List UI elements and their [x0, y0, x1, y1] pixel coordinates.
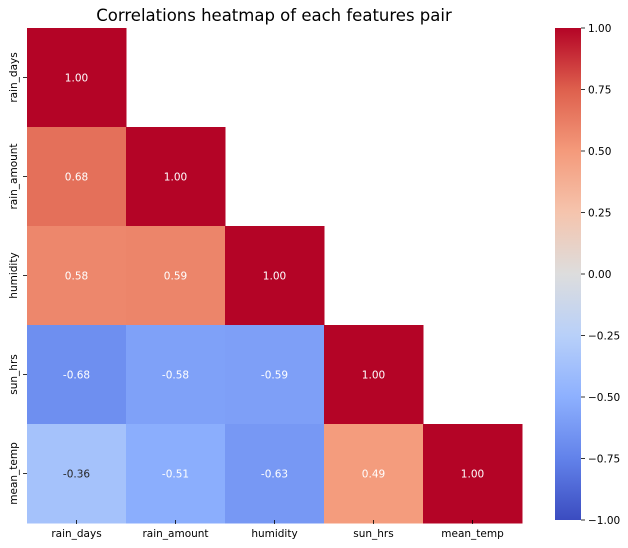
y-axis: rain_days rain_amount humidity sun_hrs mean_…	[8, 52, 27, 505]
y-tick-label: mean_temp	[8, 442, 20, 505]
cell-value-label: -0.58	[162, 370, 189, 382]
heatmap-cell	[324, 325, 424, 425]
colorbar-tick-label: 1.00	[588, 23, 611, 35]
colorbar-tick-label: −1.00	[588, 515, 620, 527]
cell-value-label: 0.59	[164, 271, 187, 283]
y-tick-label: rain_days	[8, 52, 20, 102]
colorbar-tick-label: 0.00	[588, 269, 611, 281]
cell-value-label: 0.58	[65, 271, 88, 283]
x-tick-label: humidity	[251, 528, 297, 540]
cell-value-label: 1.00	[263, 271, 286, 283]
cell-value-label: 1.00	[362, 370, 385, 382]
heatmap-cell	[27, 325, 127, 425]
heatmap-cell	[126, 325, 226, 425]
colorbar-tick-label: 0.75	[588, 85, 611, 97]
heatmap-cells: 1.00 0.68 1.00 0.58 0.59 1.00 -0.68 -0.58 -0.59 1…	[27, 28, 523, 524]
heatmap-cell	[324, 424, 424, 524]
heatmap-cell	[27, 127, 127, 227]
cell-value-label: -0.36	[63, 469, 90, 481]
colorbar-tick-label: 0.50	[588, 146, 611, 158]
cell-value-label: 1.00	[65, 73, 88, 85]
heatmap-cell	[27, 28, 127, 128]
x-tick-label: rain_amount	[142, 528, 208, 540]
heatmap-cell	[126, 424, 226, 524]
heatmap-cell	[126, 127, 226, 227]
heatmap-cell	[27, 226, 127, 326]
cell-value-label: -0.51	[162, 469, 189, 481]
y-tick-label: rain_amount	[8, 143, 20, 209]
heatmap-cell	[225, 325, 325, 425]
cell-value-label: 0.68	[65, 172, 88, 184]
colorbar-tick-label: −0.75	[588, 454, 620, 466]
x-tick-label: rain_days	[51, 528, 101, 540]
cell-value-label: 0.49	[362, 469, 385, 481]
cell-value-label: -0.63	[261, 469, 288, 481]
cell-value-label: -0.68	[63, 370, 90, 382]
colorbar-tick-label: −0.50	[588, 392, 620, 404]
heatmap-cell	[27, 424, 127, 524]
colorbar-tick-label: −0.25	[588, 331, 620, 343]
heatmap-cell	[225, 424, 325, 524]
colorbar-gradient	[555, 28, 581, 520]
colorbar-tick-label: 0.25	[588, 208, 611, 220]
heatmap-cell	[423, 424, 523, 524]
cell-value-label: 1.00	[164, 172, 187, 184]
y-tick-label: humidity	[8, 252, 20, 298]
heatmap-cell	[225, 226, 325, 326]
y-tick-label: sun_hrs	[8, 354, 20, 394]
x-tick-label: mean_temp	[441, 528, 504, 540]
colorbar: 1.00 0.75 0.50 0.25 0.00 −0.25 −0.50 −0.75 −1.00	[555, 23, 620, 527]
cell-value-label: 1.00	[461, 469, 484, 481]
x-tick-label: sun_hrs	[353, 528, 393, 540]
chart-title: Correlations heatmap of each features pa…	[96, 6, 452, 25]
cell-value-label: -0.59	[261, 370, 288, 382]
heatmap-cell	[126, 226, 226, 326]
x-axis: rain_days rain_amount humidity sun_hrs mean_…	[51, 520, 504, 540]
